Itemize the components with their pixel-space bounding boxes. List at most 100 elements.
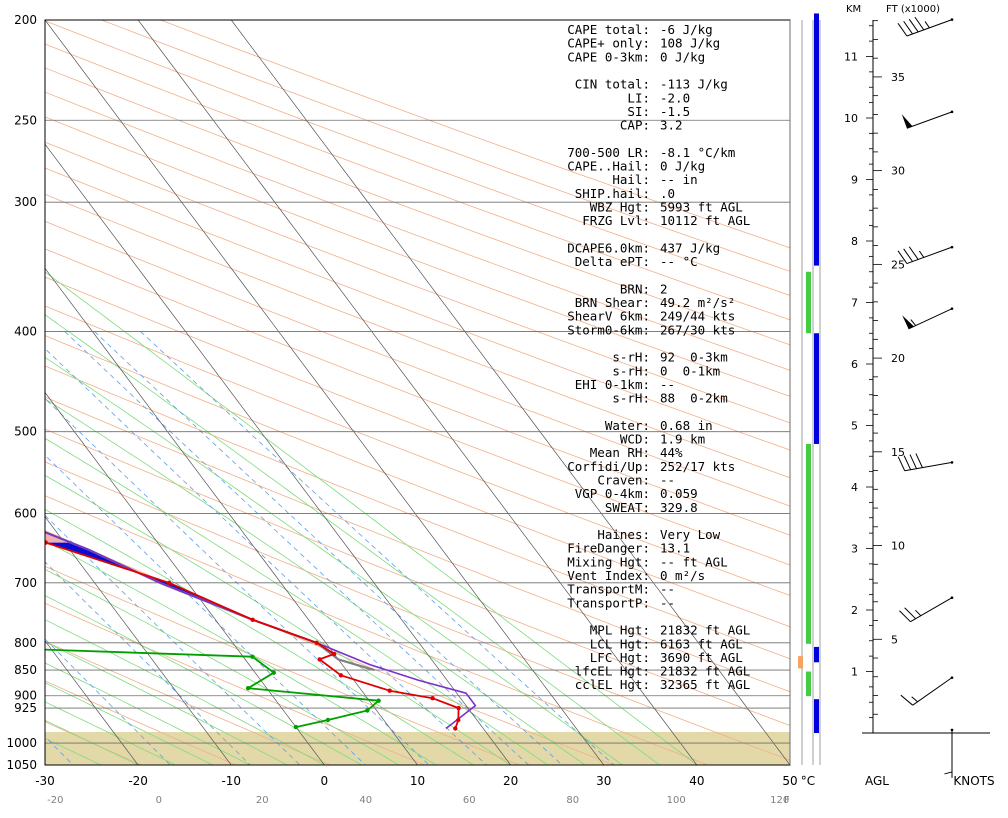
moisture-bar [806,671,811,697]
temp-tick-label: 0 [321,774,329,788]
moist-adiabat [45,271,698,765]
km-tick-label: 4 [851,481,858,494]
temperature-point [332,651,337,657]
km-tick-label: 2 [851,604,858,617]
moisture-bar [814,699,819,733]
index-label: Craven: [597,472,650,487]
index-label: Mean RH: [590,445,650,460]
dewpoint-point [293,724,299,730]
index-label: SI: [627,104,650,119]
index-value: 0 m²/s [660,568,705,583]
indices-panel: CAPE total: -6 J/kg CAPE+ only: 108 J/kg CAP… [567,22,750,692]
mixing-ratio-line [45,514,301,765]
wind-barb-base [950,245,954,249]
isotherm [45,764,46,765]
wind-barb-staff [906,111,953,129]
wind-barb-staff [906,246,953,265]
mixing-ratio-line [140,331,615,765]
wind-barb-staff [908,308,953,330]
index-value: -- [660,377,675,392]
moist-adiabat [45,356,623,765]
ft-tick-label: 20 [891,352,905,365]
moist-adiabat [45,314,660,765]
isotherm [45,267,418,765]
moist-adiabat [45,619,325,765]
ft-tick-label: 15 [891,446,905,459]
fahrenheit-tick-label: 80 [566,795,579,806]
dry-adiabat [45,763,48,765]
dry-adiabat [45,20,790,296]
wind-barb-full [909,454,918,469]
temp-tick-label: 40 [689,774,704,788]
dry-adiabat [45,141,790,424]
wind-barb-half [910,319,917,326]
fahrenheit-tick-label: 40 [359,795,372,806]
wind-barb [899,596,954,623]
fahrenheit-tick-label: 120 [770,795,789,806]
dry-adiabat [45,276,790,566]
index-value: -8.1 °C/km [660,145,735,160]
wind-barb-full [904,607,916,620]
background-lines: m [45,20,790,765]
pressure-tick-label: 800 [14,636,37,650]
index-label: FRZG Lvl: [582,213,650,228]
index-label: LI: [627,90,650,105]
index-value: -6 J/kg [660,22,713,37]
moisture-bar [814,646,819,663]
dry-adiabat [45,248,790,536]
index-value: 1.9 km [660,432,705,447]
wind-barb-half [911,696,918,703]
index-value: -- °C [660,254,698,269]
dry-adiabat [45,680,237,765]
pressure-tick-label: 500 [14,425,37,439]
dry-adiabat [45,461,790,761]
index-value: 2 [660,281,668,296]
isotherm [45,516,232,765]
pressure-tick-label: 900 [14,689,37,703]
km-tick-label: 5 [851,420,858,433]
temperature-point [338,673,344,678]
wind-barb-full [915,453,923,468]
pressure-tick-label: 925 [14,701,37,715]
index-label: Water: [605,418,650,433]
wind-barb [902,307,954,330]
temperature-point [456,705,461,711]
isotherm [137,20,698,765]
wind-barb-flag [901,114,913,129]
temp-tick-label: -30 [35,774,55,788]
mixing-ratio-line [45,561,251,765]
wind-barb-full [897,456,906,471]
index-value: 92 0-3km [660,350,728,365]
dry-adiabat [45,428,790,726]
dry-adiabat [45,530,614,765]
fahrenheit-tick-label: -20 [47,795,63,806]
moisture-bar [806,443,811,644]
wind-barb-flag [902,315,914,329]
dry-adiabat [45,116,790,397]
wind-barb-base [950,676,954,679]
wind-barb-half [944,771,953,775]
dewpoint-point [365,708,370,713]
isotherm [45,20,605,765]
fahrenheit-unit-label: F [784,795,790,806]
moisture-bar [798,656,803,669]
wind-barb [897,453,954,472]
wind-barb-staff [910,597,953,623]
isotherm [230,20,790,765]
index-value: 49.2 m²/s² [660,295,735,310]
index-value: -- in [660,172,698,187]
pressure-tick-label: 850 [14,663,37,677]
km-tick-label: 10 [844,112,858,125]
index-value: 88 0-2km [660,391,728,406]
wind-barb-half [918,250,925,258]
km-tick-label: 1 [851,666,858,679]
index-value: 6163 ft AGL [660,636,743,651]
temp-unit-label: °C [801,774,815,788]
dry-adiabat [45,167,790,451]
km-tick-label: 9 [851,174,858,187]
mixing-ratio-line [64,331,529,765]
index-value: 21832 ft AGL [660,664,750,679]
wind-barb-full [897,250,908,264]
wind-barb-base [950,307,954,310]
temp-tick-label: 10 [410,774,425,788]
